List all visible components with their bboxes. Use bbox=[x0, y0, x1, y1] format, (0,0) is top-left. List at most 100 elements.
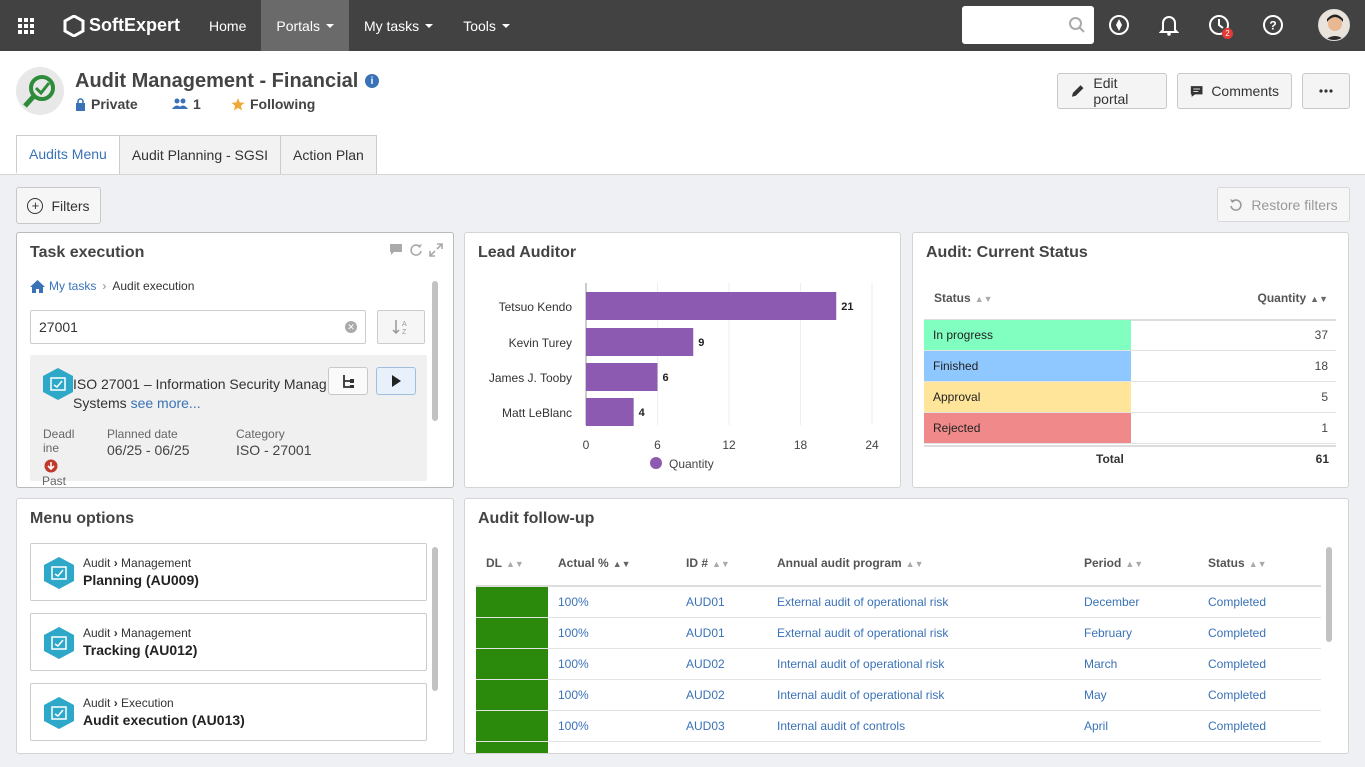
cell-id[interactable]: AUD01 bbox=[686, 626, 725, 640]
compass-icon[interactable] bbox=[1107, 13, 1131, 37]
status-row[interactable]: Rejected 1 bbox=[924, 413, 1336, 444]
task-name[interactable]: ISO 27001 – Information Security Manag bbox=[73, 376, 327, 392]
home-icon[interactable] bbox=[30, 279, 45, 293]
tab-audits-menu[interactable]: Audits Menu bbox=[16, 135, 120, 174]
cell-actual[interactable]: 100% bbox=[558, 657, 589, 671]
cell-period[interactable]: March bbox=[1084, 657, 1118, 671]
deadline-status-cell bbox=[476, 587, 548, 617]
column-label: Annual audit program bbox=[777, 556, 902, 570]
workflow-tasks-icon[interactable]: 2 bbox=[1207, 13, 1233, 39]
clear-icon[interactable]: ✕ bbox=[345, 321, 357, 333]
more-options-button[interactable] bbox=[1302, 73, 1350, 109]
cell-status[interactable]: Completed bbox=[1208, 688, 1267, 702]
menu-option-card[interactable]: Audit › Management Planning (AU009) bbox=[30, 543, 427, 601]
tab-audit-planning-sgsi[interactable]: Audit Planning - SGSI bbox=[118, 135, 282, 174]
status-row[interactable]: In progress 37 bbox=[924, 320, 1336, 351]
expand-icon[interactable] bbox=[429, 243, 443, 257]
sort-icon: ▲▼ bbox=[1125, 558, 1144, 569]
members-indicator[interactable]: 1 bbox=[172, 96, 201, 112]
help-icon[interactable]: ? bbox=[1261, 13, 1285, 37]
chevron-right-icon: › bbox=[110, 696, 122, 710]
status-row[interactable]: Approval 5 bbox=[924, 382, 1336, 413]
cell-program[interactable]: Internal audit of controls bbox=[777, 719, 906, 733]
table-row[interactable]: 100% AUD01 External audit of operational r… bbox=[476, 618, 1321, 649]
column-header[interactable]: Period ▲▼ bbox=[1084, 556, 1143, 570]
cell-id[interactable]: AUD02 bbox=[686, 688, 725, 702]
status-row[interactable]: Finished 18 bbox=[924, 351, 1336, 382]
refresh-icon[interactable] bbox=[409, 243, 423, 257]
menu-option-path: Audit › Management bbox=[83, 556, 191, 570]
cell-actual[interactable]: 100% bbox=[558, 719, 589, 733]
bell-icon[interactable] bbox=[1157, 13, 1181, 37]
nav-home[interactable]: Home bbox=[194, 0, 261, 51]
edit-portal-button[interactable]: Edit portal bbox=[1057, 73, 1167, 109]
path-root: Audit bbox=[83, 556, 111, 570]
column-header-status[interactable]: Status ▲▼ bbox=[934, 291, 993, 305]
breadcrumb-my-tasks[interactable]: My tasks bbox=[49, 279, 97, 293]
filters-button[interactable]: + Filters bbox=[16, 187, 101, 224]
cell-status[interactable]: Completed bbox=[1208, 657, 1267, 671]
task-flow-button[interactable] bbox=[328, 367, 368, 395]
cell-program[interactable]: Internal audit of operational risk bbox=[777, 688, 945, 702]
table-row[interactable]: 100% AUD02 Internal audit of operational r… bbox=[476, 680, 1321, 711]
brand-logo[interactable]: SoftExpert bbox=[63, 14, 180, 37]
column-header[interactable]: Annual audit program ▲▼ bbox=[777, 556, 924, 570]
cell-period[interactable]: May bbox=[1084, 688, 1107, 702]
comments-button[interactable]: Comments bbox=[1177, 73, 1292, 109]
column-header[interactable]: Actual % ▲▼ bbox=[558, 556, 631, 570]
category-label: James J. Tooby bbox=[489, 371, 572, 385]
cell-period[interactable]: April bbox=[1084, 719, 1109, 733]
global-search-input[interactable] bbox=[962, 6, 1094, 44]
cell-actual[interactable]: 100% bbox=[558, 595, 589, 609]
cell-id[interactable]: AUD02 bbox=[686, 657, 725, 671]
menu-option-card[interactable]: Audit › Execution Audit execution (AU013) bbox=[30, 683, 427, 741]
comment-icon[interactable] bbox=[389, 243, 403, 256]
cell-program[interactable]: External audit of operational risk bbox=[777, 626, 949, 640]
restore-filters-label: Restore filters bbox=[1251, 196, 1338, 213]
apps-grid-icon[interactable] bbox=[0, 0, 51, 51]
cell-status[interactable]: Completed bbox=[1208, 719, 1267, 733]
cell-status[interactable]: Completed bbox=[1208, 595, 1267, 609]
cell-actual[interactable]: 100% bbox=[558, 626, 589, 640]
cell-period[interactable]: February bbox=[1084, 626, 1133, 640]
planned-date-value: 06/25 - 06/25 bbox=[107, 442, 190, 458]
column-header[interactable]: ID # ▲▼ bbox=[686, 556, 730, 570]
restore-filters-button[interactable]: Restore filters bbox=[1217, 187, 1350, 222]
column-header[interactable]: Status ▲▼ bbox=[1208, 556, 1267, 570]
cell-status[interactable]: Completed bbox=[1208, 626, 1267, 640]
status-quantity: 18 bbox=[1314, 359, 1328, 373]
column-header[interactable]: DL ▲▼ bbox=[486, 556, 524, 570]
execute-task-button[interactable] bbox=[376, 367, 416, 395]
play-icon bbox=[392, 375, 401, 387]
task-search-input[interactable]: 27001 ✕ bbox=[30, 310, 366, 344]
cell-id[interactable]: AUD03 bbox=[686, 719, 725, 733]
task-card[interactable]: ISO 27001 – Information Security Manag S… bbox=[30, 355, 427, 487]
table-row[interactable]: 100% AUD02 Internal audit of operational r… bbox=[476, 649, 1321, 680]
follow-toggle[interactable]: Following bbox=[231, 96, 315, 112]
cell-program[interactable]: External audit of operational risk bbox=[777, 595, 949, 609]
cell-actual[interactable]: 100% bbox=[558, 688, 589, 702]
scrollbar[interactable] bbox=[432, 547, 438, 691]
menu-option-card[interactable]: Audit › Management Tracking (AU012) bbox=[30, 613, 427, 671]
nav-my-tasks[interactable]: My tasks bbox=[349, 0, 448, 51]
panel-title: Task execution bbox=[30, 244, 145, 261]
tab-action-plan[interactable]: Action Plan bbox=[280, 135, 377, 174]
x-tick-label: 0 bbox=[583, 438, 590, 452]
table-row[interactable]: 100% AUD03 Internal audit of controls April… bbox=[476, 711, 1321, 742]
panel-title: Lead Auditor bbox=[478, 244, 577, 261]
nav-portals[interactable]: Portals bbox=[261, 0, 349, 51]
scrollbar[interactable] bbox=[1326, 547, 1332, 642]
cell-period[interactable]: December bbox=[1084, 595, 1140, 609]
user-avatar[interactable] bbox=[1318, 9, 1350, 41]
see-more-link[interactable]: see more... bbox=[130, 395, 201, 411]
info-icon[interactable]: i bbox=[365, 74, 379, 88]
x-tick-label: 12 bbox=[722, 438, 736, 452]
cell-program[interactable]: Internal audit of operational risk bbox=[777, 657, 945, 671]
scrollbar[interactable] bbox=[432, 281, 438, 421]
table-row[interactable]: 100% AUD01 External audit of operational r… bbox=[476, 587, 1321, 618]
cell-id[interactable]: AUD01 bbox=[686, 595, 725, 609]
column-label: DL bbox=[486, 556, 502, 570]
column-header-quantity[interactable]: Quantity ▲▼ bbox=[1258, 291, 1329, 305]
nav-tools[interactable]: Tools bbox=[448, 0, 525, 51]
